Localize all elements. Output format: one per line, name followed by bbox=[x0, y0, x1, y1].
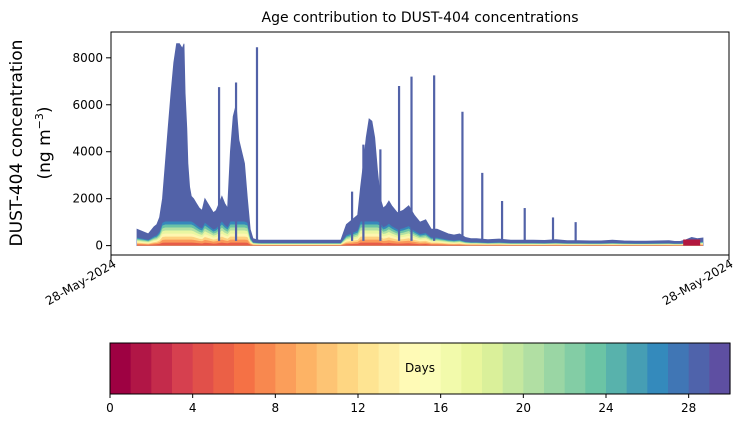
colorbar-segment-19 bbox=[502, 343, 524, 394]
colorbar-segment-23 bbox=[585, 343, 607, 394]
colorbar-segment-13 bbox=[378, 343, 400, 394]
colorbar-segment-26 bbox=[647, 343, 669, 394]
colorbar-segment-27 bbox=[668, 343, 690, 394]
colorbar-tick-label-4: 4 bbox=[189, 401, 197, 415]
colorbar bbox=[110, 343, 731, 394]
colorbar-segment-4 bbox=[192, 343, 214, 394]
y-tick-label-8000: 8000 bbox=[72, 51, 103, 65]
colorbar-segment-14 bbox=[399, 343, 421, 394]
colorbar-tick-label-16: 16 bbox=[433, 401, 448, 415]
colorbar-segment-3 bbox=[172, 343, 194, 394]
colorbar-tick-label-8: 8 bbox=[272, 401, 280, 415]
colorbar-segment-2 bbox=[151, 343, 173, 394]
colorbar-segment-17 bbox=[461, 343, 483, 394]
y-axis: 0 2000 4000 6000 8000 bbox=[72, 51, 111, 253]
colorbar-segment-12 bbox=[358, 343, 380, 394]
colorbar-segment-5 bbox=[213, 343, 235, 394]
colorbar-segment-22 bbox=[564, 343, 586, 394]
young-age-base bbox=[683, 239, 701, 246]
y-axis-label: DUST-404 concentration (ng m−3) bbox=[7, 40, 55, 247]
colorbar-segment-24 bbox=[606, 343, 628, 394]
colorbar-segment-10 bbox=[316, 343, 338, 394]
colorbar-tick-label-0: 0 bbox=[106, 401, 114, 415]
colorbar-segment-8 bbox=[275, 343, 297, 394]
plot-frame bbox=[110, 31, 730, 256]
y-tick-label-6000: 6000 bbox=[72, 98, 103, 112]
colorbar-segment-15 bbox=[420, 343, 442, 394]
colorbar-ticks: 0 4 8 12 16 20 24 28 bbox=[106, 394, 696, 415]
colorbar-segment-21 bbox=[544, 343, 566, 394]
colorbar-tick-label-12: 12 bbox=[350, 401, 365, 415]
x-axis: 28-May-2024 28-May-2024 bbox=[43, 255, 736, 308]
colorbar-segment-20 bbox=[523, 343, 545, 394]
y-tick-label-4000: 4000 bbox=[72, 145, 103, 159]
colorbar-segment-18 bbox=[482, 343, 504, 394]
series-total-area bbox=[136, 43, 704, 247]
y-axis-label-line1: DUST-404 concentration bbox=[7, 40, 27, 247]
x-tick-label-right: 28-May-2024 bbox=[660, 256, 735, 308]
age-band-7 bbox=[137, 242, 703, 246]
colorbar-tick-label-24: 24 bbox=[598, 401, 613, 415]
colorbar-segment-1 bbox=[130, 343, 152, 394]
colorbar-segment-16 bbox=[440, 343, 462, 394]
colorbar-segment-29 bbox=[709, 343, 731, 394]
y-tick-label-0: 0 bbox=[95, 239, 103, 253]
y-tick-label-2000: 2000 bbox=[72, 192, 103, 206]
colorbar-label: Days bbox=[405, 361, 435, 375]
colorbar-segment-11 bbox=[337, 343, 359, 394]
colorbar-frame bbox=[109, 342, 731, 395]
colorbar-segment-25 bbox=[626, 343, 648, 394]
x-tick-label-left: 28-May-2024 bbox=[43, 256, 118, 308]
colorbar-segment-7 bbox=[254, 343, 276, 394]
colorbar-segment-0 bbox=[110, 343, 132, 394]
colorbar-segment-9 bbox=[296, 343, 318, 394]
chart-title: Age contribution to DUST-404 concentrati… bbox=[262, 10, 579, 26]
y-axis-label-line2: (ng m−3) bbox=[33, 106, 55, 179]
plot-area bbox=[136, 43, 704, 247]
colorbar-tick-label-28: 28 bbox=[681, 401, 696, 415]
colorbar-segment-28 bbox=[688, 343, 710, 394]
colorbar-segment-6 bbox=[234, 343, 256, 394]
colorbar-tick-label-20: 20 bbox=[516, 401, 531, 415]
